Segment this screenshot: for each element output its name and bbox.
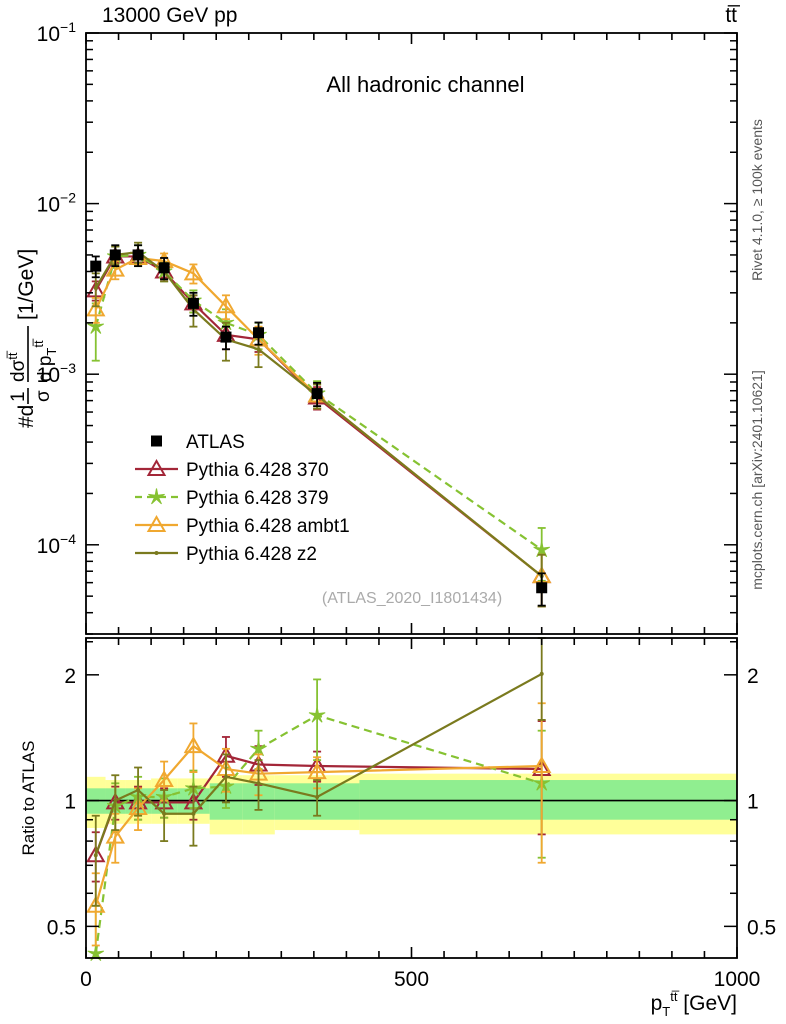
- header-process-label: tt̅: [725, 4, 741, 27]
- main-panel-title: All hadronic channel: [326, 72, 524, 97]
- x-tick-label: 500: [394, 968, 429, 991]
- marker-dot: [315, 795, 320, 800]
- y-tick-label: 10−2: [37, 190, 77, 217]
- legend-label-2: Pythia 6.428 379: [186, 488, 329, 509]
- marker-triangle: [86, 299, 106, 317]
- ratio-y-tick-label: 1: [64, 791, 76, 814]
- ylabel-frac1-den: σ: [33, 390, 54, 402]
- marker-star: [250, 740, 267, 757]
- main-y-axis-title: #d 1 σ dσtt̅ d pTtt̅ [1/GeV]: [5, 249, 59, 428]
- marker-dot: [191, 811, 196, 816]
- main-panel-frame: [85, 32, 738, 635]
- marker-dot: [154, 551, 159, 555]
- marker-square: [151, 435, 162, 447]
- legend-label-3: Pythia 6.428 ambt1: [186, 516, 350, 537]
- legend-label-1: Pythia 6.428 370: [186, 460, 329, 481]
- marker-dot: [136, 788, 141, 793]
- marker-triangle: [146, 514, 167, 532]
- ratio-y-tick-label: 0.5: [47, 916, 76, 939]
- marker-dot: [93, 853, 98, 858]
- x-axis-title: pTtt̅ [GeV]: [651, 989, 737, 1019]
- marker-dot: [162, 811, 167, 816]
- marker-triangle: [183, 736, 204, 754]
- legend-label-4: Pythia 6.428 z2: [186, 544, 317, 565]
- ylabel-prefix: #d: [15, 405, 38, 428]
- marker-square: [311, 388, 323, 400]
- ratio-y-tick-label: 2: [64, 665, 76, 688]
- legend-label-0: ATLAS: [186, 432, 245, 453]
- marker-triangle: [154, 770, 174, 788]
- marker-dot: [223, 774, 228, 779]
- ratio-y-tick-label-right: 2: [747, 665, 759, 688]
- y-tick-label: 10−4: [37, 531, 77, 558]
- marker-dot: [256, 781, 261, 786]
- marker-triangle: [183, 263, 204, 281]
- marker-square: [158, 262, 170, 274]
- marker-triangle: [531, 755, 552, 774]
- marker-triangle: [307, 762, 327, 780]
- marker-dot: [256, 347, 261, 352]
- marker-triangle: [86, 895, 106, 913]
- marker-square: [109, 249, 121, 261]
- ratio-y-tick-label-right: 1: [747, 791, 759, 814]
- x-tick-label: 0: [80, 968, 92, 991]
- marker-triangle: [105, 826, 126, 844]
- header-energy-label: 13000 GeV pp: [102, 4, 237, 27]
- marker-triangle: [216, 296, 236, 314]
- marker-square: [536, 582, 548, 594]
- y-tick-label: 10−1: [37, 19, 77, 46]
- series-line-pythia-6-428-379: [94, 253, 543, 551]
- marker-square: [187, 297, 199, 309]
- marker-star: [533, 541, 551, 558]
- ylabel-frac1-num: 1: [8, 391, 29, 402]
- dataset-watermark: (ATLAS_2020_I1801434): [322, 590, 502, 607]
- side-text-rivet: Rivet 4.1.0, ≥ 100k events: [749, 119, 765, 281]
- marker-star: [308, 706, 326, 723]
- marker-triangle: [146, 458, 167, 476]
- marker-square: [253, 327, 265, 339]
- marker-triangle: [105, 259, 126, 277]
- marker-star: [87, 318, 105, 334]
- ylabel-frac2-num: dσtt̅: [5, 350, 29, 382]
- marker-star: [148, 488, 165, 505]
- marker-dot: [93, 286, 98, 291]
- side-text-source: mcplots.cern.ch [arXiv:2401.10621]: [749, 370, 765, 589]
- ratio-y-axis-title: Ratio to ATLAS: [19, 741, 38, 856]
- marker-dot: [113, 798, 118, 803]
- x-tick-label: 1000: [714, 968, 761, 991]
- marker-square: [90, 260, 102, 272]
- marker-square: [220, 331, 232, 343]
- marker-star: [87, 945, 105, 961]
- marker-square: [132, 249, 144, 261]
- ylabel-units: [1/GeV]: [15, 249, 38, 320]
- marker-dot: [539, 671, 544, 676]
- ratio-y-tick-label-right: 0.5: [747, 916, 776, 939]
- ylabel-frac2-den: d pTtt̅: [31, 338, 59, 382]
- y-tick-label: 10−3: [37, 360, 77, 387]
